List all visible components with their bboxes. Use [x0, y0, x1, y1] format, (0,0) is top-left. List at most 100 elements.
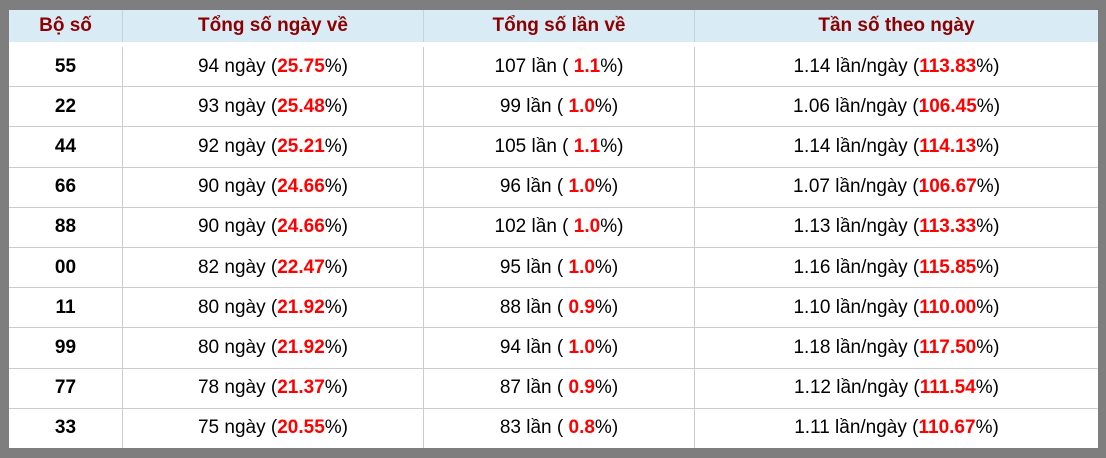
cell-text: 88: [54, 216, 77, 238]
percent-value: 1.0: [573, 216, 601, 238]
cell-text: 1.13 lần/ngày (: [793, 216, 920, 238]
cell-text: 1.07 lần/ngày (: [792, 176, 919, 198]
percent-value: 20.55: [277, 417, 325, 439]
percent-value: 0.9: [568, 296, 595, 318]
cell-text: 102 lần (: [494, 216, 574, 238]
frequency-cell: 1.10 lần/ngày (110.00%): [694, 287, 1098, 328]
cell-text: %): [600, 55, 624, 77]
cell-text: 33: [54, 417, 77, 439]
times-cell: 99 lần ( 1.0%): [423, 86, 695, 127]
percent-value: 21.92: [277, 296, 325, 318]
frequency-cell: 1.13 lần/ngày (113.33%): [694, 206, 1098, 248]
percent-value: 110.00: [919, 296, 977, 318]
cell-text: %): [594, 336, 619, 358]
cell-text: %): [324, 377, 348, 399]
cell-text: %): [600, 135, 624, 157]
percent-value: 110.67: [918, 417, 976, 439]
cell-text: %): [976, 135, 1000, 157]
cell-text: %): [594, 256, 619, 278]
times-cell: 94 lần ( 1.0%): [423, 327, 695, 369]
cell-text: 1.10 lần/ngày (: [793, 296, 920, 318]
cell-text: %): [976, 176, 1001, 198]
percent-value: 0.8: [568, 417, 595, 439]
percent-value: 1.1: [573, 135, 601, 157]
days-cell: 80 ngày (21.92%): [122, 287, 424, 328]
cell-text: 78 ngày (: [197, 377, 278, 399]
cell-text: 94 lần (: [499, 336, 569, 358]
cell-text: 77: [54, 377, 77, 399]
pair-cell: 99: [9, 327, 123, 369]
frequency-cell: 1.07 lần/ngày (106.67%): [694, 166, 1098, 208]
cell-text: %): [976, 95, 1001, 117]
cell-text: %): [594, 95, 619, 117]
cell-text: %): [976, 256, 1000, 278]
cell-text: 92 ngày (: [197, 135, 278, 157]
days-cell: 75 ngày (20.55%): [122, 407, 424, 448]
pair-cell: 22: [9, 86, 123, 127]
frequency-cell: 1.16 lần/ngày (115.85%): [694, 246, 1098, 288]
table-row: 99 80 ngày (21.92%) 94 lần ( 1.0%) 1.18 lần…: [9, 327, 1098, 369]
cell-text: %): [324, 95, 348, 117]
cell-text: 75 ngày (: [197, 417, 278, 439]
cell-text: 80 ngày (: [197, 296, 278, 318]
pair-cell: 11: [9, 287, 123, 328]
percent-value: 115.85: [919, 256, 977, 278]
percent-value: 1.0: [568, 95, 595, 117]
cell-text: %): [975, 377, 999, 399]
days-cell: 78 ngày (21.37%): [122, 367, 424, 409]
cell-text: %): [976, 216, 1000, 238]
pair-cell: 66: [9, 166, 123, 208]
percent-value: 25.21: [277, 135, 325, 157]
table-row: 33 75 ngày (20.55%) 83 lần ( 0.8%) 1.11 lần…: [9, 407, 1098, 448]
cell-text: %): [324, 216, 348, 238]
col-header-times: Tổng số lần về: [423, 10, 695, 47]
times-cell: 87 lần ( 0.9%): [423, 367, 695, 409]
cell-text: %): [594, 296, 619, 318]
frequency-cell: 1.14 lần/ngày (114.13%): [694, 126, 1098, 168]
times-cell: 95 lần ( 1.0%): [423, 246, 695, 288]
cell-text: %): [324, 256, 348, 278]
cell-text: %): [976, 336, 1000, 358]
table-row: 00 82 ngày (22.47%) 95 lần ( 1.0%) 1.16 lần…: [9, 246, 1098, 288]
percent-value: 21.37: [277, 377, 325, 399]
cell-text: 1.14 lần/ngày (: [793, 55, 920, 77]
table-row: 11 80 ngày (21.92%) 88 lần ( 0.9%) 1.10 lần…: [9, 287, 1098, 328]
cell-text: 80 ngày (: [197, 336, 278, 358]
cell-text: 1.18 lần/ngày (: [793, 336, 920, 358]
percent-value: 22.47: [277, 256, 325, 278]
frequency-cell: 1.12 lần/ngày (111.54%): [694, 367, 1098, 409]
cell-text: 22: [54, 95, 77, 117]
frequency-cell: 1.11 lần/ngày (110.67%): [694, 407, 1098, 448]
times-cell: 105 lần ( 1.1%): [423, 126, 695, 168]
days-cell: 94 ngày (25.75%): [122, 43, 424, 87]
days-cell: 90 ngày (24.66%): [122, 206, 424, 248]
cell-text: 11: [55, 296, 76, 318]
cell-text: %): [975, 417, 999, 439]
percent-value: 114.13: [919, 135, 977, 157]
cell-text: 90 ngày (: [197, 176, 278, 198]
percent-value: 24.66: [277, 216, 325, 238]
cell-text: 96 lần (: [499, 176, 569, 198]
cell-text: 1.06 lần/ngày (: [792, 95, 919, 117]
days-cell: 93 ngày (25.48%): [122, 86, 424, 127]
cell-text: %): [600, 216, 624, 238]
cell-text: 1.14 lần/ngày (: [793, 135, 920, 157]
lottery-stats-table: Bộ số Tổng số ngày về Tổng số lần về Tần…: [9, 10, 1098, 448]
times-cell: 96 lần ( 1.0%): [423, 166, 695, 208]
cell-text: 99: [54, 336, 77, 358]
percent-value: 117.50: [919, 336, 977, 358]
percent-value: 113.83: [919, 55, 977, 77]
percent-value: 113.33: [919, 216, 977, 238]
cell-text: 87 lần (: [499, 377, 569, 399]
table-body: 55 94 ngày (25.75%) 107 lần ( 1.1%) 1.14 lầ…: [9, 43, 1098, 448]
percent-value: 1.0: [568, 176, 595, 198]
cell-text: %): [976, 296, 1000, 318]
table-row: 88 90 ngày (24.66%) 102 lần ( 1.0%) 1.13 lầ…: [9, 206, 1098, 248]
cell-text: 1.11 lần/ngày (: [794, 417, 919, 439]
days-cell: 80 ngày (21.92%): [122, 327, 424, 369]
cell-text: 95 lần (: [499, 256, 569, 278]
cell-text: %): [324, 135, 348, 157]
percent-value: 1.1: [573, 55, 601, 77]
cell-text: %): [594, 377, 619, 399]
